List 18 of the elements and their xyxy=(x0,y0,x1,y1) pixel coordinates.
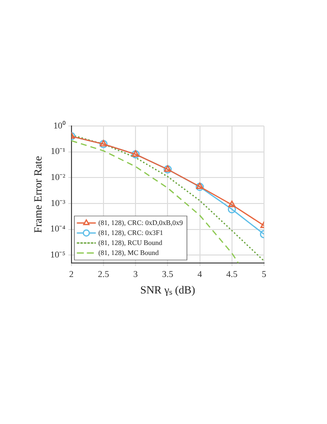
y-tick-label: 10⁻² xyxy=(50,172,66,182)
x-axis-title: SNR γₛ (dB) xyxy=(140,284,196,296)
point xyxy=(228,200,236,208)
y-axis-title: Frame Error Rate xyxy=(32,156,44,233)
y-tick-label: 10⁰ xyxy=(53,120,66,130)
x-tick-label: 2 xyxy=(69,268,74,279)
x-tick-label: 4 xyxy=(198,268,203,279)
x-tick-label: 2.5 xyxy=(98,268,110,279)
x-tick-label: 3 xyxy=(133,268,138,279)
y-tick-label: 10⁻⁵ xyxy=(50,250,66,260)
point xyxy=(228,205,236,214)
x-tick-label: 3.5 xyxy=(162,268,174,279)
y-tick-label: 10⁻⁴ xyxy=(50,224,66,234)
x-tick-label: 5 xyxy=(262,268,267,279)
y-tick-label: 10⁻³ xyxy=(50,198,66,208)
x-tick-label: 4.5 xyxy=(226,268,238,279)
point xyxy=(196,182,204,192)
y-tick-label: 10⁻¹ xyxy=(50,146,66,156)
